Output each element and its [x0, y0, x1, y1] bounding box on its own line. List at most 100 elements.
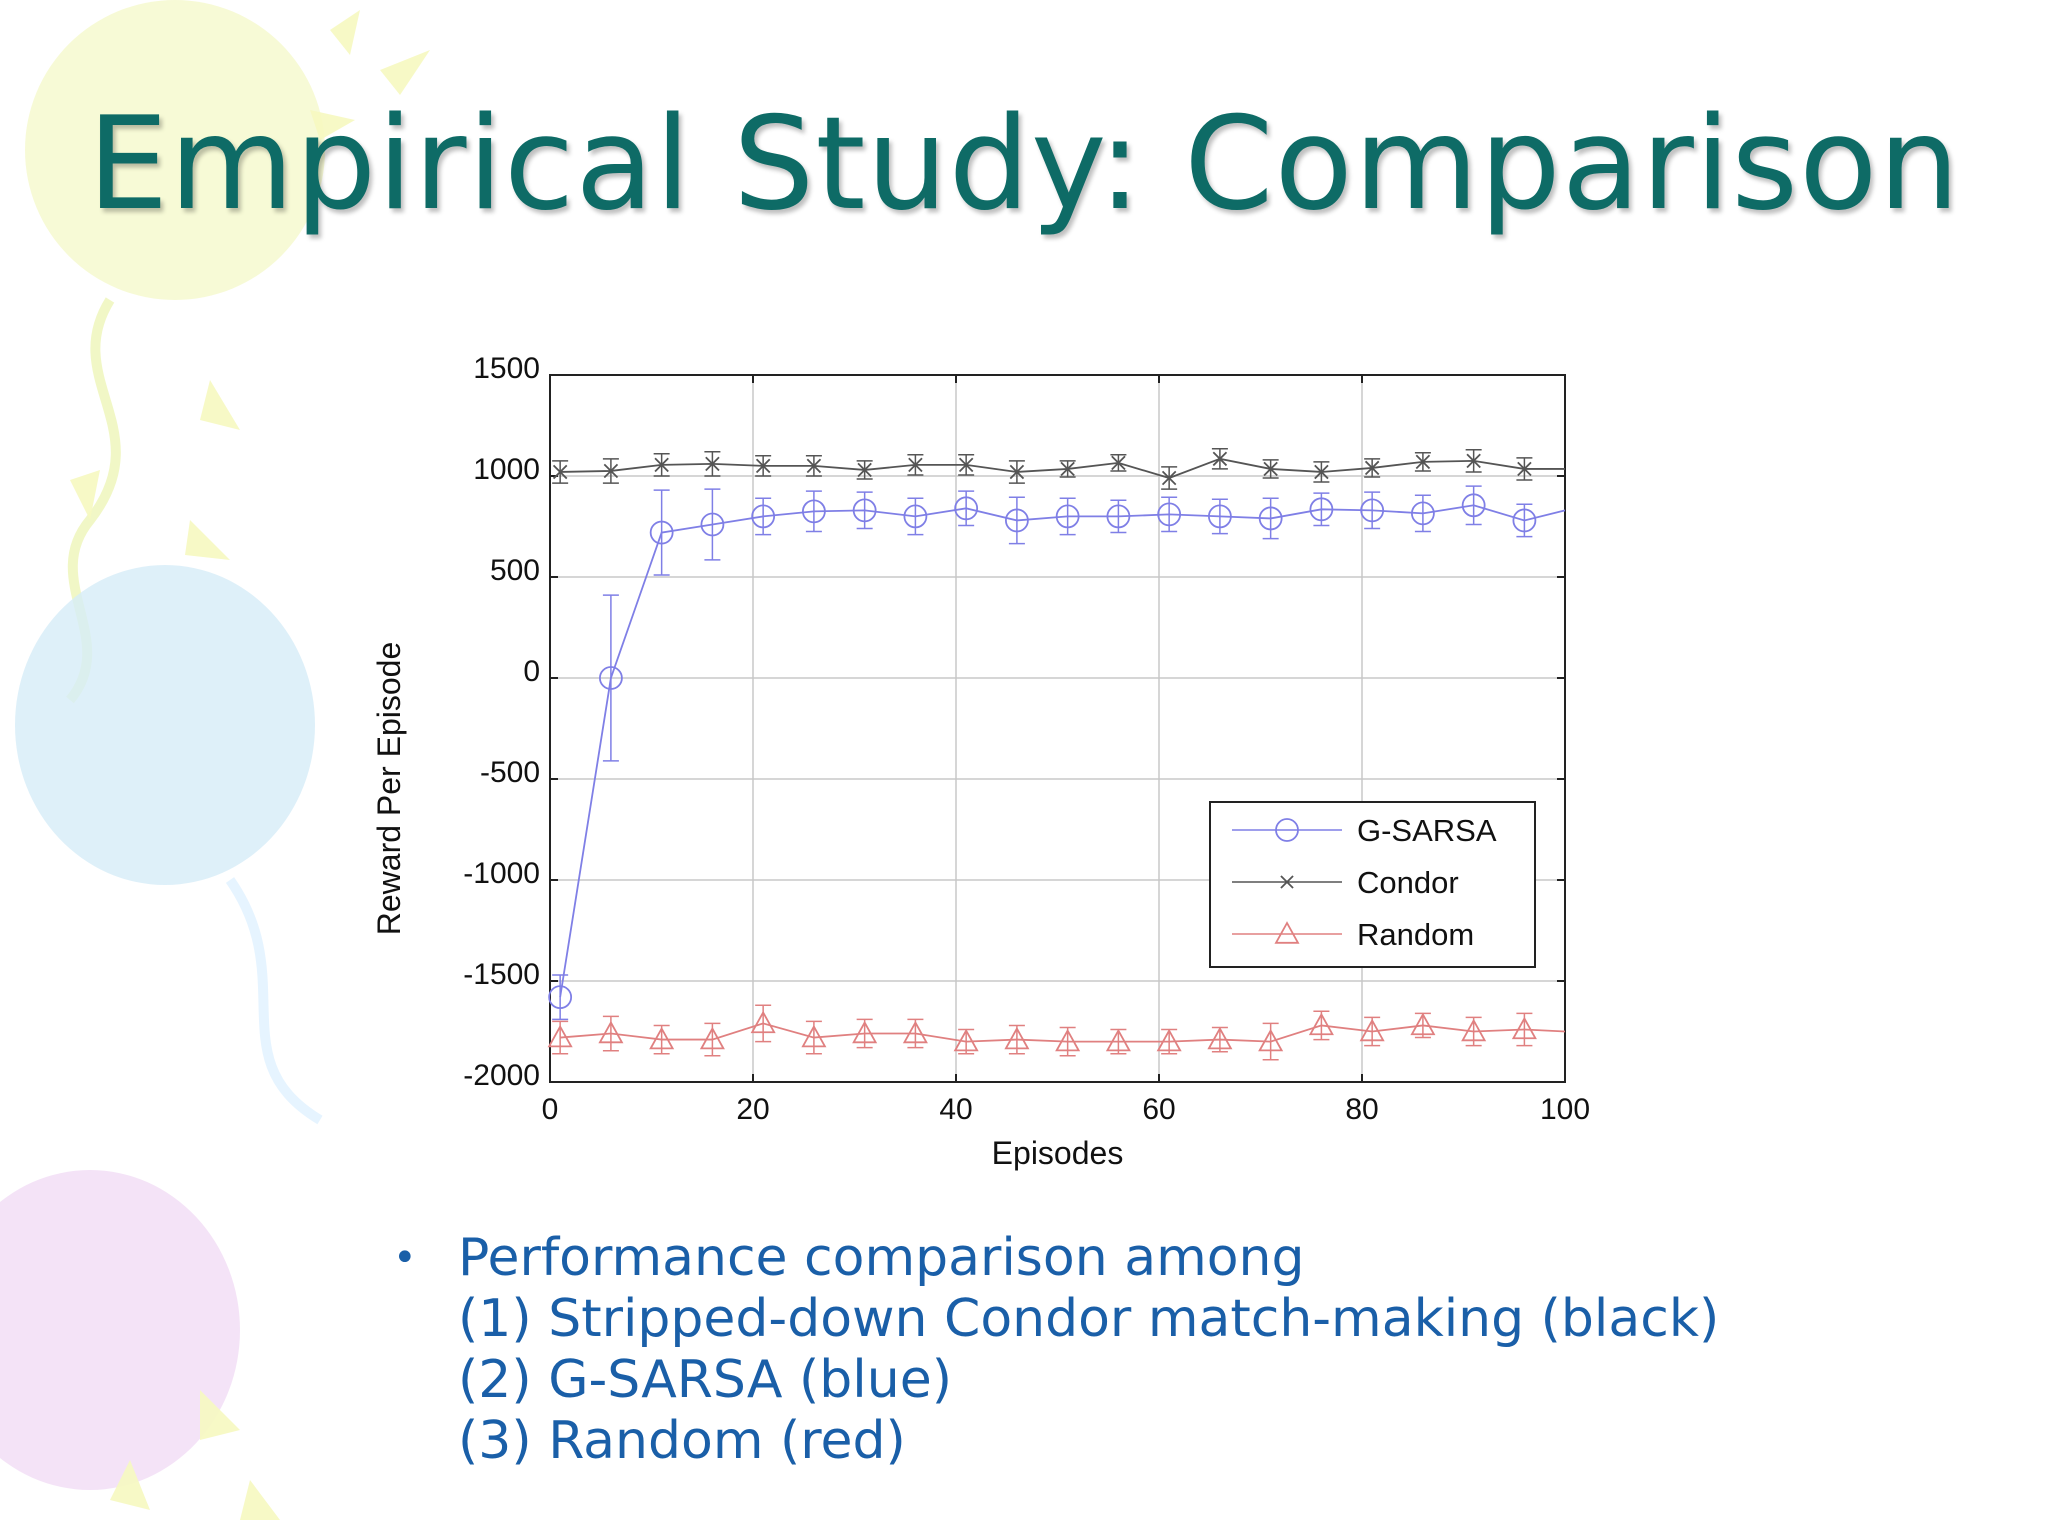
balloon-string-blue	[225, 877, 323, 1125]
y-tick-label: 1500	[473, 352, 540, 385]
reward-chart: 0 20 40 60 80 100 1500 1000 500 0 -500 -1000 -1500 -2…	[371, 352, 1590, 1171]
data-point	[954, 496, 979, 521]
data-point	[1415, 454, 1431, 470]
error-bar	[1008, 496, 1025, 545]
data-point	[902, 1020, 928, 1044]
x-tick-label: 0	[542, 1093, 559, 1126]
data-point	[1314, 464, 1329, 480]
data-point	[1512, 508, 1537, 533]
balloon-purple	[0, 1170, 240, 1490]
error-bar	[1262, 497, 1279, 540]
data-point	[755, 458, 771, 474]
data-point	[1207, 1026, 1233, 1050]
data-point	[958, 457, 974, 473]
legend-label: G-SARSA	[1357, 813, 1497, 848]
legend-entry[interactable]: Random	[1232, 917, 1474, 952]
chart-grid	[549, 374, 1566, 1083]
x-tick-label: 60	[1142, 1093, 1175, 1126]
data-point	[649, 1026, 675, 1050]
error-bar	[1465, 485, 1482, 526]
data-point	[699, 1026, 725, 1050]
data-point	[548, 985, 573, 1010]
data-point	[547, 1024, 573, 1048]
data-point	[1055, 1028, 1081, 1052]
y-tick-label: -500	[480, 756, 540, 789]
bullet-line-intro: Performance comparison among	[458, 1228, 1305, 1288]
bullet-line-random: (3) Random (red)	[458, 1411, 906, 1471]
bullet-marker: •	[393, 1235, 417, 1281]
data-point	[1106, 504, 1131, 529]
data-point	[1263, 461, 1278, 477]
data-point	[1411, 501, 1435, 526]
y-tick-label: 0	[523, 655, 540, 688]
data-point	[1009, 464, 1025, 480]
data-point	[1258, 506, 1283, 531]
error-bar	[1414, 494, 1431, 533]
error-bar	[704, 488, 721, 561]
data-point	[1055, 504, 1080, 529]
data-point	[1111, 455, 1126, 471]
data-point	[852, 498, 877, 523]
data-point	[1511, 1016, 1537, 1040]
error-bar	[1059, 497, 1076, 536]
legend-entry[interactable]: G-SARSA	[1232, 813, 1497, 848]
data-point	[1517, 461, 1532, 477]
data-point	[750, 1010, 776, 1034]
error-bar	[856, 491, 873, 530]
data-point	[649, 520, 674, 545]
y-tick-label: 500	[490, 554, 540, 587]
y-tick-label: -1000	[463, 857, 540, 890]
data-point	[1461, 493, 1486, 518]
data-point	[1410, 1012, 1436, 1036]
data-point	[953, 1028, 979, 1052]
legend-label: Condor	[1357, 865, 1459, 900]
y-tick-label: -1500	[463, 958, 540, 991]
balloon-blue	[15, 565, 315, 885]
data-point	[1309, 497, 1334, 522]
data-point	[1004, 1026, 1030, 1050]
data-point	[552, 464, 568, 480]
series-layer	[547, 447, 1566, 1061]
data-point	[603, 463, 619, 479]
data-point	[1308, 1012, 1334, 1036]
legend-marker	[1274, 921, 1300, 944]
chart-legend[interactable]: G-SARSA Condor Random	[1209, 801, 1536, 968]
data-point	[1359, 1018, 1385, 1042]
legend-marker	[1275, 818, 1299, 842]
data-point	[700, 512, 725, 537]
legend-label: Random	[1357, 917, 1474, 952]
y-tick-label: -2000	[463, 1059, 540, 1092]
legend-entry[interactable]: Condor	[1232, 865, 1459, 900]
series-g-sarsa	[548, 485, 1566, 1021]
data-point	[1258, 1028, 1284, 1052]
x-tick-label: 20	[736, 1093, 769, 1126]
data-point	[903, 504, 928, 529]
data-point	[801, 1024, 827, 1048]
error-bar	[552, 974, 569, 1021]
data-point	[852, 1020, 878, 1044]
axis-ticks: 0 20 40 60 80 100 1500 1000 500 0 -500 -1000 -1500 -2…	[463, 352, 1590, 1126]
data-point	[908, 457, 923, 473]
data-point	[1161, 470, 1177, 486]
error-bar	[907, 497, 924, 536]
data-point	[1105, 1028, 1131, 1052]
sun-rays-bottom	[110, 1390, 280, 1520]
y-axis-label: Reward Per Episode	[371, 642, 407, 935]
data-point	[1364, 460, 1380, 476]
data-point	[1212, 451, 1228, 467]
x-tick-label: 80	[1345, 1093, 1378, 1126]
data-point	[598, 666, 623, 690]
data-point	[857, 462, 872, 478]
error-bar	[653, 489, 670, 576]
error-bar	[805, 490, 822, 533]
data-point	[1156, 1028, 1182, 1052]
data-point	[1360, 498, 1385, 523]
data-point	[705, 456, 720, 472]
balloon-yellow	[25, 0, 325, 300]
legend-marker	[1280, 875, 1294, 889]
data-point	[598, 1020, 624, 1044]
x-axis-label: Episodes	[992, 1135, 1124, 1171]
x-tick-label: 40	[939, 1093, 972, 1126]
series-condor	[552, 447, 1565, 490]
